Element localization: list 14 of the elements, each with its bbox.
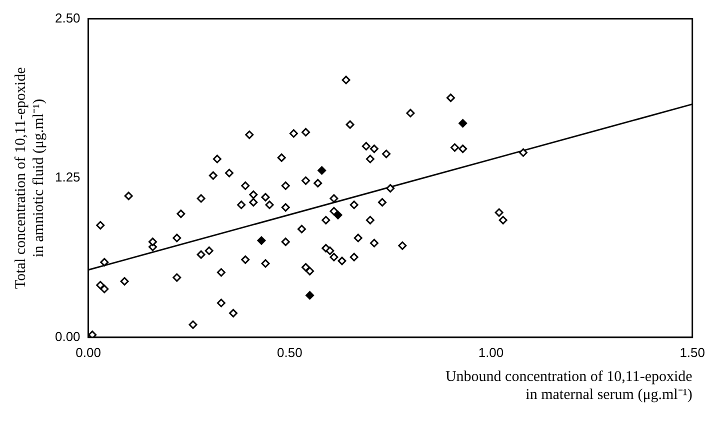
y-tick-label: 1.25 (54, 170, 80, 185)
point (306, 291, 314, 300)
point (257, 236, 266, 245)
y-axis-title: Total concentration of 10,11-epoxide in amniotic fluid (μg.ml⁻¹) (12, 66, 47, 289)
x-tick-label: 1.50 (680, 344, 706, 360)
x-axis-title: Unbound concentration of 10,11-epoxide in maternal serum (μg.ml⁻¹) (445, 368, 693, 403)
x-tick-label: 0.00 (76, 344, 101, 360)
x-tick-label: 1.00 (478, 344, 504, 360)
x-tick-label: 0.50 (276, 344, 302, 360)
point (318, 166, 326, 175)
y-tick-label: 0.00 (54, 328, 80, 344)
y-tick-label: 2.50 (54, 10, 80, 26)
point (334, 210, 342, 220)
point (458, 119, 468, 128)
